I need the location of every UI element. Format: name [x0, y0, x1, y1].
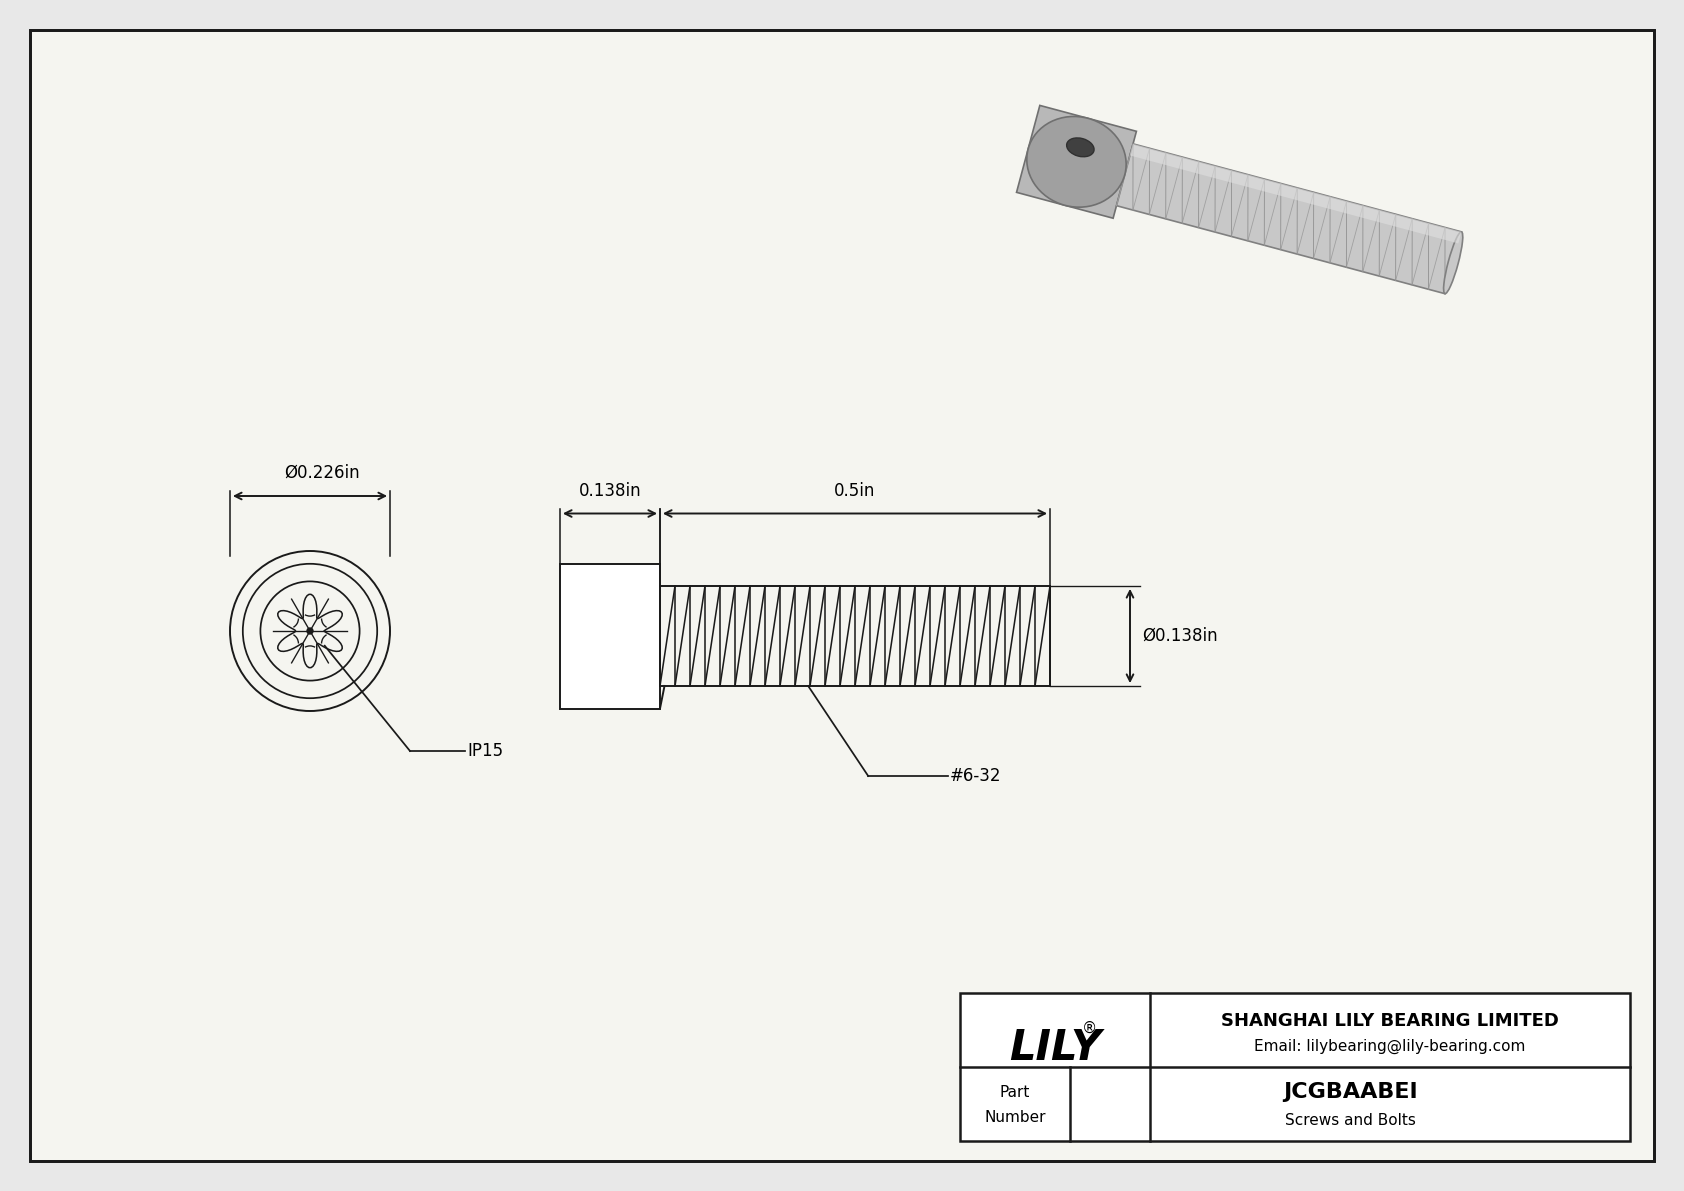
- Text: LILY: LILY: [1009, 1027, 1101, 1068]
- Bar: [960, 993, 1630, 1141]
- Ellipse shape: [1443, 232, 1463, 294]
- Text: SHANGHAI LILY BEARING LIMITED: SHANGHAI LILY BEARING LIMITED: [1221, 1012, 1559, 1030]
- Text: Ø0.226in: Ø0.226in: [285, 464, 360, 482]
- Text: ®: ®: [1081, 1021, 1096, 1036]
- Text: Part: Part: [1000, 1085, 1031, 1100]
- Ellipse shape: [1066, 138, 1095, 157]
- Ellipse shape: [1027, 117, 1127, 207]
- Circle shape: [306, 628, 313, 634]
- Text: Ø0.138in: Ø0.138in: [1142, 626, 1218, 646]
- Text: JCGBAABEI: JCGBAABEI: [1283, 1083, 1418, 1102]
- Text: IP15: IP15: [466, 742, 504, 760]
- Text: #6-32: #6-32: [950, 767, 1002, 785]
- Polygon shape: [1116, 144, 1462, 294]
- Polygon shape: [1017, 106, 1137, 218]
- Text: 0.138in: 0.138in: [579, 481, 642, 499]
- Bar: [561, 563, 660, 709]
- Polygon shape: [1130, 144, 1462, 243]
- Text: Email: lilybearing@lily-bearing.com: Email: lilybearing@lily-bearing.com: [1255, 1039, 1526, 1054]
- Text: Screws and Bolts: Screws and Bolts: [1285, 1112, 1416, 1128]
- Text: 0.5in: 0.5in: [834, 481, 876, 499]
- Text: Number: Number: [983, 1110, 1046, 1124]
